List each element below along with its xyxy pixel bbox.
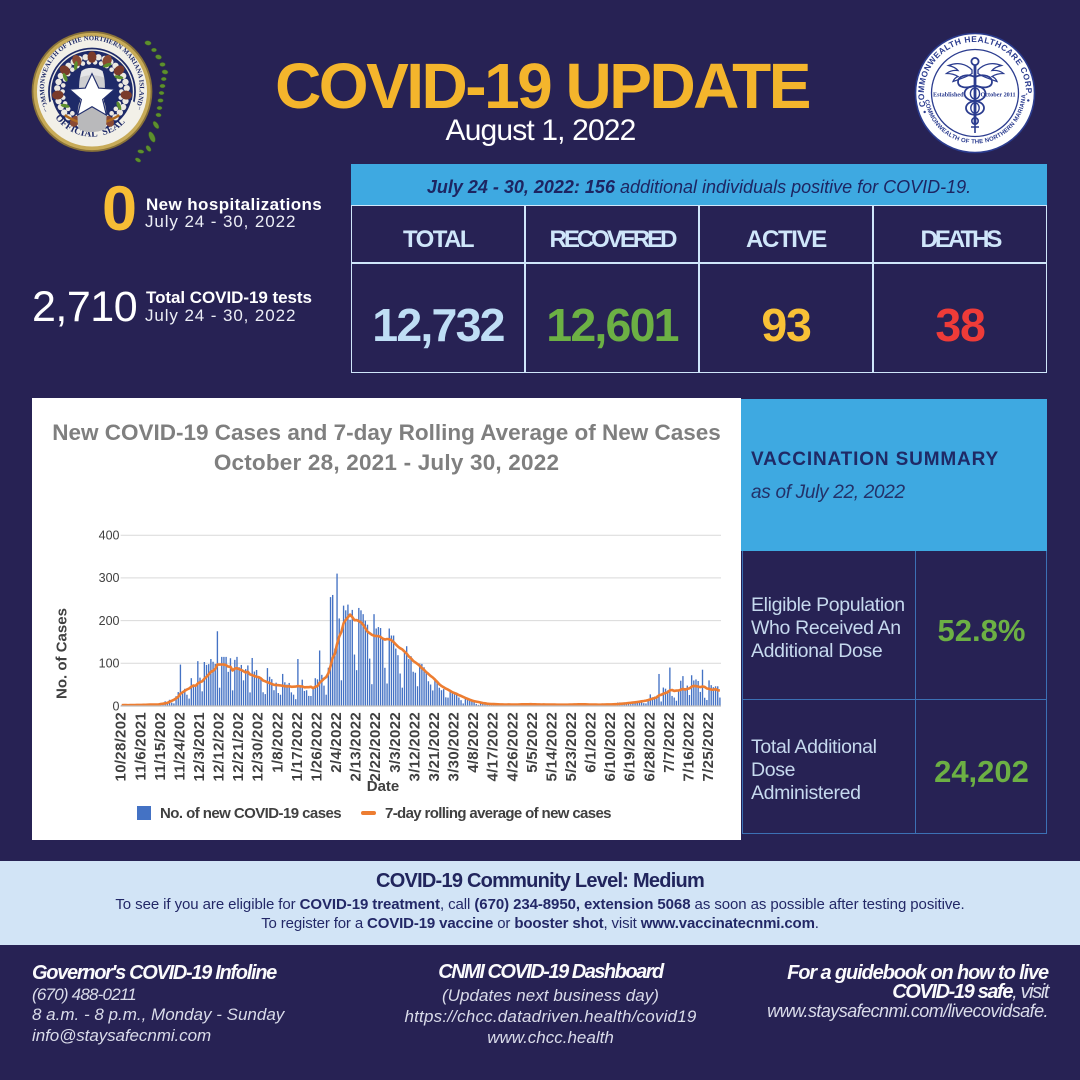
svg-text:5/23/2022: 5/23/2022	[563, 712, 580, 781]
svg-text:5/5/2022: 5/5/2022	[524, 712, 541, 773]
svg-text:11/15/202: 11/15/202	[152, 712, 169, 781]
svg-text:300: 300	[99, 571, 120, 585]
svg-text:1/8/2022: 1/8/2022	[269, 712, 286, 773]
svg-text:3/3/2022: 3/3/2022	[387, 712, 404, 773]
svg-text:11/6/2021: 11/6/2021	[132, 712, 149, 781]
svg-text:1/26/2022: 1/26/2022	[308, 712, 325, 781]
svg-text:6/28/2022: 6/28/2022	[641, 712, 658, 781]
svg-text:2/13/2022: 2/13/2022	[348, 712, 365, 781]
svg-text:Established: Established	[933, 92, 964, 99]
svg-text:12/12/202: 12/12/202	[211, 712, 228, 781]
svg-text:12/3/2021: 12/3/2021	[191, 712, 208, 781]
svg-text:200: 200	[99, 614, 120, 628]
svg-text:6/10/2022: 6/10/2022	[602, 712, 619, 781]
svg-text:100: 100	[99, 657, 120, 671]
svg-text:7/25/2022: 7/25/2022	[700, 712, 717, 781]
svg-text:4/17/2022: 4/17/2022	[485, 712, 502, 781]
svg-text:400: 400	[99, 529, 120, 543]
svg-text:4/26/2022: 4/26/2022	[504, 712, 521, 781]
svg-text:5/14/2022: 5/14/2022	[543, 712, 560, 781]
svg-text:11/24/202: 11/24/202	[171, 712, 188, 781]
svg-text:10/28/202: 10/28/202	[113, 712, 130, 781]
svg-text:7/7/2022: 7/7/2022	[661, 712, 678, 773]
svg-text:3/21/2022: 3/21/2022	[426, 712, 443, 781]
svg-text:October 2011: October 2011	[981, 92, 1016, 99]
svg-text:7/16/2022: 7/16/2022	[680, 712, 697, 781]
svg-text:1/17/2022: 1/17/2022	[289, 712, 306, 781]
svg-text:6/19/2022: 6/19/2022	[622, 712, 639, 781]
svg-text:2/22/2022: 2/22/2022	[367, 712, 384, 781]
svg-text:4/8/2022: 4/8/2022	[465, 712, 482, 773]
svg-text:0: 0	[113, 699, 120, 713]
svg-text:3/30/2022: 3/30/2022	[445, 712, 462, 781]
svg-text:12/21/202: 12/21/202	[230, 712, 247, 781]
svg-text:12/30/202: 12/30/202	[250, 712, 267, 781]
svg-text:3/12/2022: 3/12/2022	[406, 712, 423, 781]
svg-text:2/4/2022: 2/4/2022	[328, 712, 345, 773]
svg-text:6/1/2022: 6/1/2022	[583, 712, 600, 773]
